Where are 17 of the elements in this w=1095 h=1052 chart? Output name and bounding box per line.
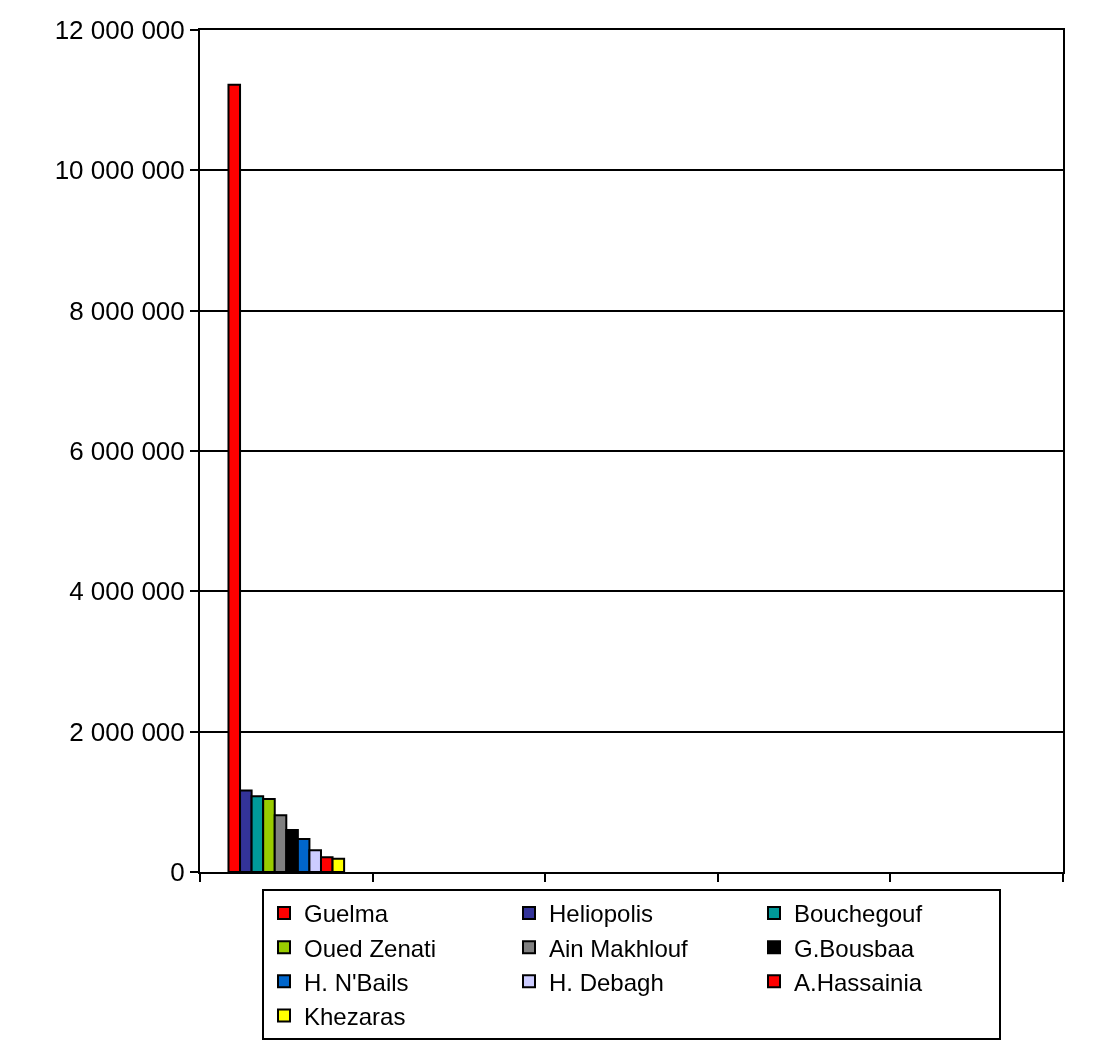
legend-label: H. N'Bails — [304, 968, 409, 996]
legend-label: Guelma — [304, 900, 389, 928]
y-tick-label: 8 000 000 — [69, 295, 185, 326]
y-tick-label: 4 000 000 — [69, 576, 185, 607]
legend-label: Oued Zenati — [304, 934, 437, 962]
legend-label: H. Debagh — [549, 968, 664, 996]
legend-label: Khezaras — [304, 1002, 406, 1030]
y-tick-label: 0 — [170, 857, 185, 888]
legend-label: Bouchegouf — [794, 900, 923, 928]
legend-label: Ain Makhlouf — [549, 934, 689, 962]
y-tick-label: 12 000 000 — [54, 15, 185, 46]
y-tick-label: 2 000 000 — [69, 716, 185, 747]
legend-label: G.Bousbaa — [794, 934, 915, 962]
legend-label: A.Hassainia — [794, 968, 923, 996]
y-tick-label: 6 000 000 — [69, 436, 185, 467]
legend-label: Heliopolis — [549, 900, 654, 928]
y-tick-label: 10 000 000 — [54, 155, 185, 186]
